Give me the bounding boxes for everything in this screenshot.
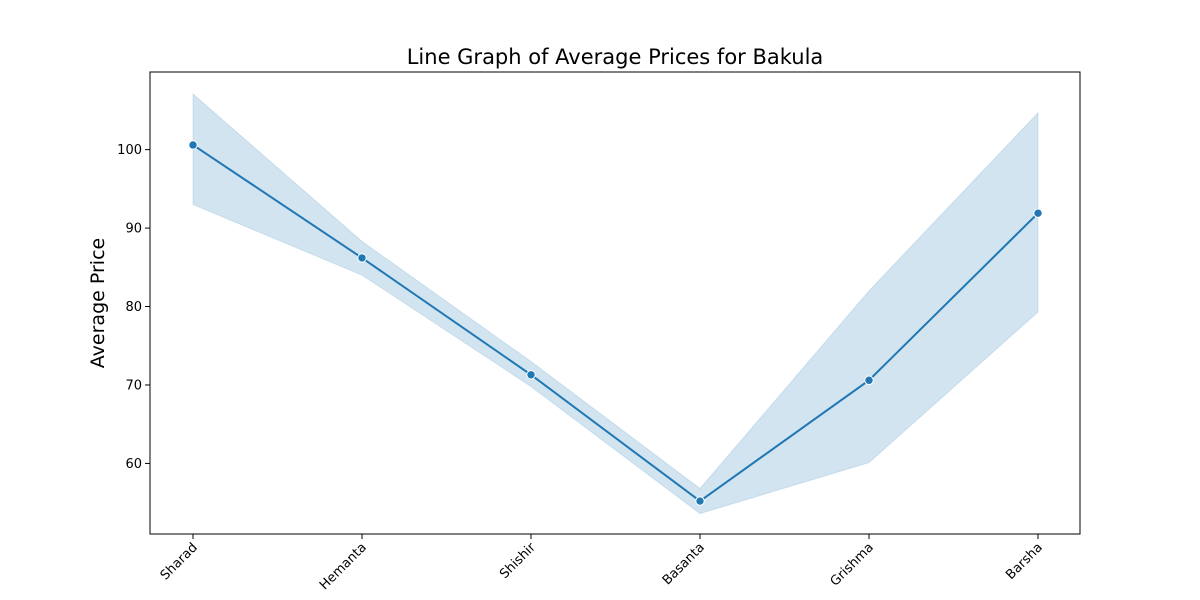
confidence-band-0 [192, 92, 1039, 515]
y-axis-label: Average Price [87, 238, 109, 368]
y-tick-label-80: 80 [125, 300, 142, 315]
chart-title: Line Graph of Average Prices for Bakula [407, 45, 824, 69]
data-point-barsha [1033, 208, 1043, 218]
plot-area [188, 92, 1043, 515]
plot-frame [149, 71, 1081, 535]
data-point-basanta [695, 496, 705, 506]
y-tick-label-100: 100 [117, 143, 142, 158]
y-tick-label-90: 90 [125, 222, 142, 237]
data-point-hemanta [357, 253, 367, 263]
y-tick-label-70: 70 [125, 378, 142, 393]
y-tick-label-60: 60 [125, 457, 142, 472]
data-point-shishir [526, 370, 536, 380]
series-line-0 [192, 143, 1039, 503]
data-point-grishma [864, 375, 874, 385]
y-axis: 60 70 80 90 100 [117, 143, 150, 472]
data-point-sharad [188, 140, 198, 150]
